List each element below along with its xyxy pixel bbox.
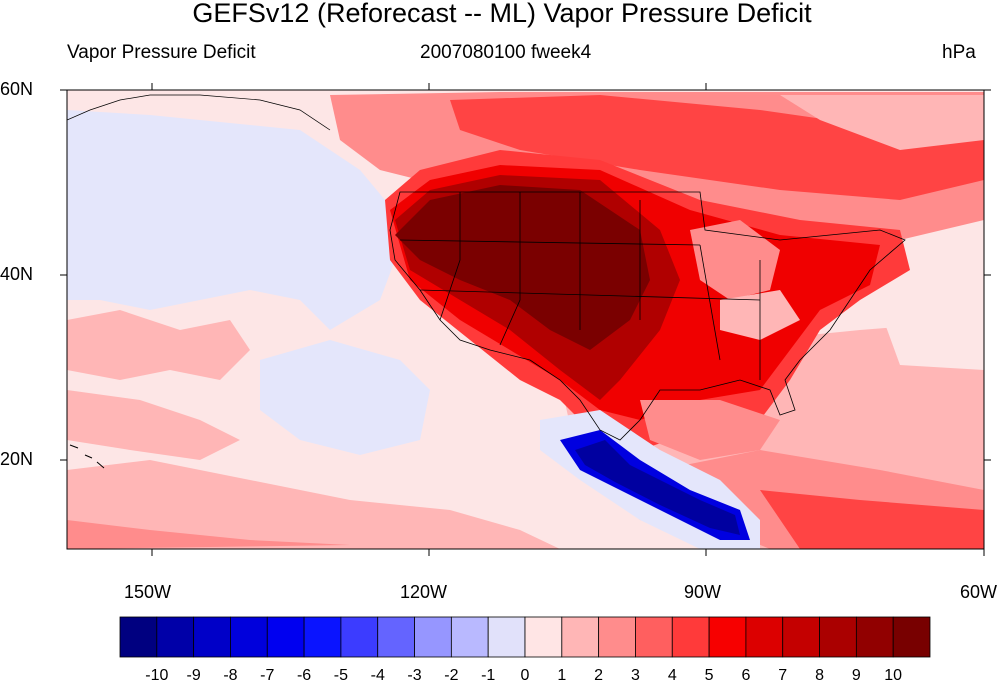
pacific-light-red-blob-2 [67,390,240,460]
colorbar-label: 6 [741,667,750,684]
colorbar-label: 4 [668,667,677,684]
colorbar-swatch [855,616,894,658]
alaska-coastline [67,94,331,131]
colorbar-swatch [193,616,231,658]
colorbar-label: 5 [705,667,714,684]
axis-ticks [60,83,991,556]
colorbar-label: 9 [852,667,861,684]
colorbar-label: -6 [297,667,311,684]
colorbar-label: 0 [521,667,530,684]
colorbar-swatch [561,616,600,658]
map-title: GEFSv12 (Reforecast -- ML) Vapor Pressur… [192,0,812,28]
us-darkest-red [395,185,650,350]
colorbar-swatch [266,616,305,658]
variable-label: Vapor Pressure Deficit [67,42,256,63]
colorbar-label: 2 [594,667,603,684]
units-label: hPa [942,42,976,63]
colorbar-swatch [340,616,379,658]
colorbar-label: -2 [444,667,458,684]
colorbar-swatch [156,616,195,658]
colorbar-label: 3 [631,667,640,684]
colorbar-swatch [708,616,747,658]
colorbar-label: 7 [778,667,787,684]
colorbar-label: -7 [260,667,274,684]
colorbar-swatch [671,616,710,658]
colorbar-label: -10 [145,667,168,684]
canada-red [450,95,984,200]
colorbar-label: -8 [223,667,237,684]
hawaii-islands [69,444,105,469]
lon-label-90w: 90W [684,582,722,602]
great-lakes-light [690,220,780,300]
colorbar-label: -5 [334,667,348,684]
atlantic-pale-region [880,300,984,370]
colorbar-swatch [892,616,931,658]
lon-label-150w: 150W [124,582,172,602]
colorbar-label: -3 [407,667,421,684]
caribbean-red [760,490,984,549]
political-boundaries [389,191,906,441]
lat-label-20n: 20N [0,449,34,469]
colorbar-swatch [487,616,526,658]
mexico-dark-blue [575,440,740,535]
colorbar-label: -4 [371,667,385,684]
colorbar-swatch [119,616,158,658]
colorbar-swatch [598,616,636,658]
colorbar-label: -1 [481,667,495,684]
colorbar-swatch [524,616,563,658]
lat-label-40n: 40N [0,264,34,284]
pacific-light-red-blob [67,310,250,380]
south-east-pacific-red [67,520,350,549]
colorbar-swatch [819,616,857,658]
colorbar-label: 10 [884,667,902,684]
colorbar-swatch [450,616,489,658]
southern-ocean-light-red [67,460,560,549]
colorbar-swatch [635,616,673,658]
colorbar-swatch [782,616,820,658]
colorbar-label: 8 [815,667,824,684]
colorbar-label: -9 [187,667,201,684]
lon-label-120w: 120W [400,582,448,602]
colorbar-swatch [303,616,342,658]
colorbar-swatch [745,616,784,658]
pacific-negative-area [67,110,395,330]
lon-label-60w: 60W [960,582,998,602]
map-border [66,89,985,550]
forecast-time-label: 2007080100 fweek4 [420,42,592,63]
gulf-mid-red [640,400,780,460]
canada-light-patch [780,95,984,150]
colorbar-label: 1 [557,667,566,684]
lat-label-60n: 60N [0,79,34,99]
colorbar-swatch [230,616,268,658]
colorbar-swatch [377,616,415,658]
colorbar-swatch [414,616,452,658]
pacific-negative-area-south [260,340,430,455]
